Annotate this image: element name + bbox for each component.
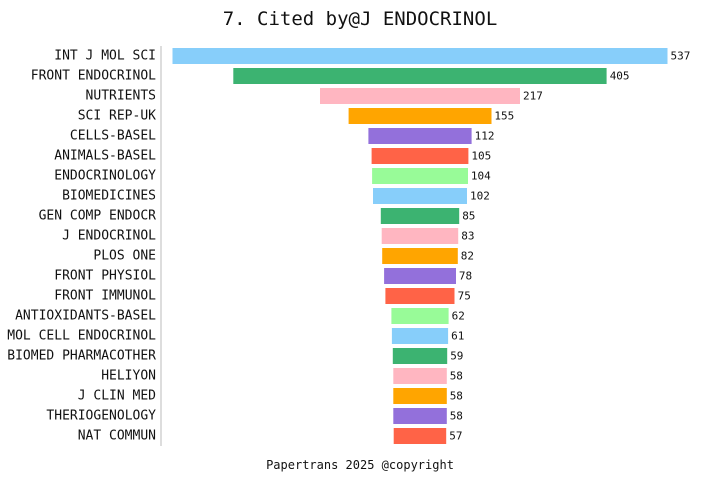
value-label-biomed-pharmacother: 59 bbox=[450, 350, 463, 363]
value-label-mol-cell-endocrinol: 61 bbox=[451, 330, 464, 343]
value-label-antioxidants-basel: 62 bbox=[452, 310, 465, 323]
category-label-nat-commun: NAT COMMUN bbox=[78, 429, 156, 444]
bar-front-physiol bbox=[384, 268, 456, 284]
bar-animals-basel bbox=[371, 148, 469, 164]
bar-int-j-mol-sci bbox=[172, 48, 668, 64]
bar-mol-cell-endocrinol bbox=[391, 328, 449, 344]
category-label-front-immunol: FRONT IMMUNOL bbox=[54, 289, 156, 304]
category-label-plos-one: PLOS ONE bbox=[93, 249, 156, 264]
value-label-j-clin-med: 58 bbox=[450, 390, 463, 403]
value-label-nutrients: 217 bbox=[523, 90, 543, 103]
category-label-endocrinology: ENDOCRINOLOGY bbox=[54, 169, 156, 184]
value-label-j-endocrinol: 83 bbox=[461, 230, 474, 243]
bar-theriogenology bbox=[393, 408, 447, 424]
copyright-footer: Papertrans 2025 @copyright bbox=[266, 458, 454, 472]
bar-front-immunol bbox=[385, 288, 455, 304]
value-label-nat-commun: 57 bbox=[449, 430, 462, 443]
value-label-endocrinology: 104 bbox=[471, 170, 491, 183]
value-label-plos-one: 82 bbox=[461, 250, 474, 263]
bar-front-endocrinol bbox=[233, 68, 607, 84]
category-label-heliyon: HELIYON bbox=[101, 369, 156, 384]
bars-group bbox=[172, 48, 668, 444]
value-label-front-physiol: 78 bbox=[459, 270, 472, 283]
bar-biomed-pharmacother bbox=[392, 348, 448, 364]
category-labels-group: INT J MOL SCI FRONT ENDOCRINOL NUTRIENTS SC… bbox=[7, 49, 156, 444]
category-label-animals-basel: ANIMALS-BASEL bbox=[54, 149, 156, 164]
bar-biomedicines bbox=[373, 188, 467, 204]
category-label-j-endocrinol: J ENDOCRINOL bbox=[62, 229, 156, 244]
value-label-biomedicines: 102 bbox=[470, 190, 490, 203]
bar-antioxidants-basel bbox=[391, 308, 449, 324]
category-label-gen-comp-endocr: GEN COMP ENDOCR bbox=[39, 209, 157, 224]
category-label-cells-basel: CELLS-BASEL bbox=[70, 129, 156, 144]
bar-endocrinology bbox=[372, 168, 468, 184]
category-label-antioxidants-basel: ANTIOXIDANTS-BASEL bbox=[15, 309, 156, 324]
chart-title: 7. Cited by@J ENDOCRINOL bbox=[222, 8, 498, 30]
value-label-gen-comp-endocr: 85 bbox=[462, 210, 475, 223]
bar-gen-comp-endocr bbox=[380, 208, 460, 224]
bar-j-endocrinol bbox=[381, 228, 459, 244]
bar-nat-commun bbox=[393, 428, 447, 444]
value-label-front-endocrinol: 405 bbox=[610, 70, 630, 83]
value-label-cells-basel: 112 bbox=[475, 130, 495, 143]
category-label-theriogenology: THERIOGENOLOGY bbox=[46, 409, 156, 424]
bar-j-clin-med bbox=[393, 388, 447, 404]
category-label-biomed-pharmacother: BIOMED PHARMACOTHER bbox=[7, 349, 156, 364]
bar-plos-one bbox=[382, 248, 458, 264]
category-label-front-endocrinol: FRONT ENDOCRINOL bbox=[31, 69, 156, 84]
category-label-mol-cell-endocrinol: MOL CELL ENDOCRINOL bbox=[7, 329, 156, 344]
category-label-int-j-mol-sci: INT J MOL SCI bbox=[54, 49, 156, 64]
value-label-front-immunol: 75 bbox=[458, 290, 471, 303]
value-labels-group: 537 405 217 155 112 105 104 102 85 83 82 78 75 62 61 59… bbox=[449, 50, 690, 443]
category-label-sci-rep-uk: SCI REP-UK bbox=[78, 109, 156, 124]
bar-cells-basel bbox=[368, 128, 472, 144]
category-label-nutrients: NUTRIENTS bbox=[86, 89, 156, 104]
bar-heliyon bbox=[393, 368, 447, 384]
category-label-j-clin-med: J CLIN MED bbox=[78, 389, 156, 404]
value-label-int-j-mol-sci: 537 bbox=[671, 50, 691, 63]
value-label-theriogenology: 58 bbox=[450, 410, 463, 423]
value-label-sci-rep-uk: 155 bbox=[494, 110, 514, 123]
category-label-biomedicines: BIOMEDICINES bbox=[62, 189, 156, 204]
value-label-animals-basel: 105 bbox=[471, 150, 491, 163]
bar-nutrients bbox=[320, 88, 520, 104]
value-label-heliyon: 58 bbox=[450, 370, 463, 383]
category-label-front-physiol: FRONT PHYSIOL bbox=[54, 269, 156, 284]
bar-sci-rep-uk bbox=[348, 108, 492, 124]
